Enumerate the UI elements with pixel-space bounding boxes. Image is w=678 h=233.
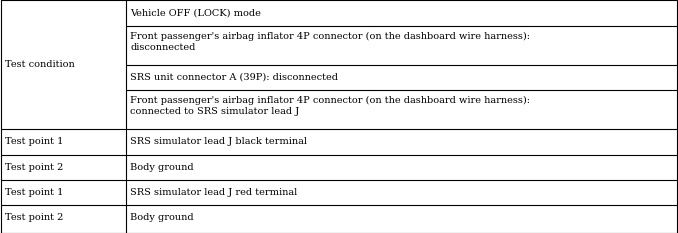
Text: SRS simulator lead J red terminal: SRS simulator lead J red terminal	[130, 188, 298, 197]
Text: Vehicle OFF (LOCK) mode: Vehicle OFF (LOCK) mode	[130, 9, 261, 18]
Text: Body ground: Body ground	[130, 163, 194, 172]
Text: Test point 2: Test point 2	[5, 213, 64, 222]
Text: Test condition: Test condition	[5, 60, 75, 69]
Text: Test point 2: Test point 2	[5, 163, 64, 172]
Text: SRS simulator lead J black terminal: SRS simulator lead J black terminal	[130, 137, 307, 146]
Text: Test point 1: Test point 1	[5, 137, 64, 146]
Text: SRS unit connector A (39P): disconnected: SRS unit connector A (39P): disconnected	[130, 73, 338, 82]
Text: Front passenger's airbag inflator 4P connector (on the dashboard wire harness):
: Front passenger's airbag inflator 4P con…	[130, 96, 530, 116]
Text: Test point 1: Test point 1	[5, 188, 64, 197]
Text: Body ground: Body ground	[130, 213, 194, 222]
Text: Front passenger's airbag inflator 4P connector (on the dashboard wire harness):
: Front passenger's airbag inflator 4P con…	[130, 32, 530, 52]
